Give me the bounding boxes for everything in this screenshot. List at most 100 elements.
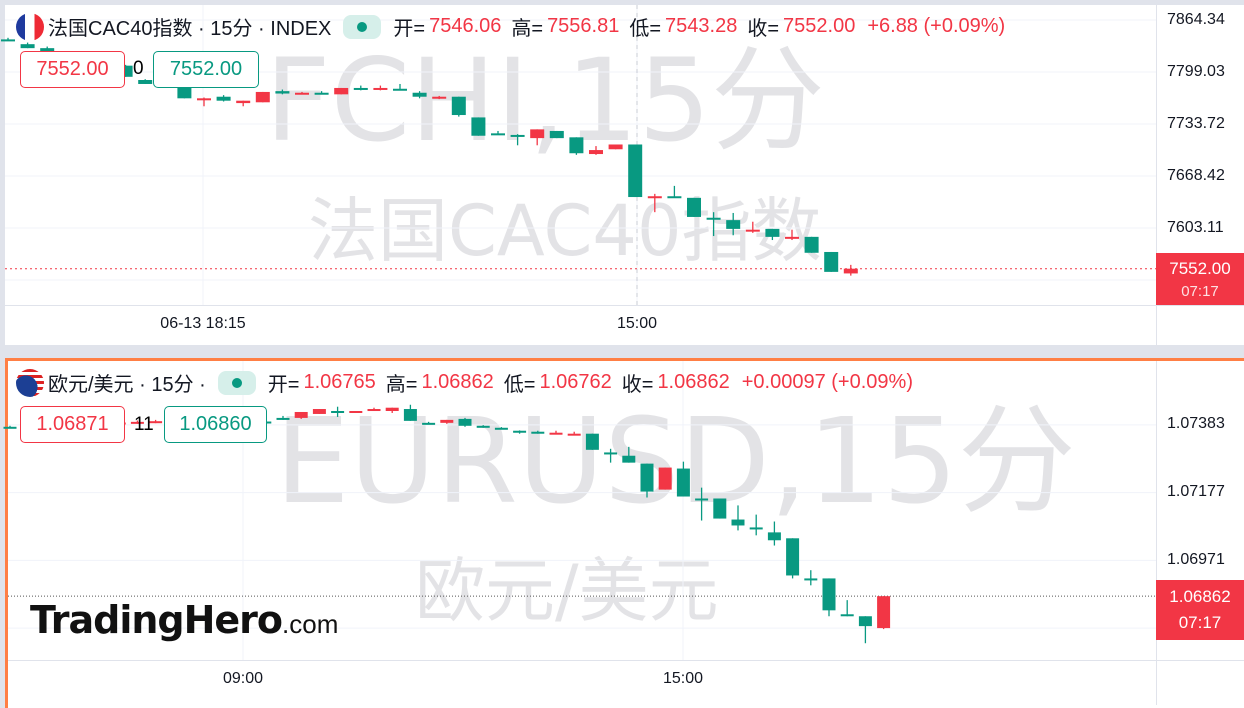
candle-body (476, 425, 490, 428)
y-tick: 7799.03 (1167, 63, 1225, 80)
change-value: +0.00097 (+0.09%) (741, 371, 913, 393)
x-tick: 15:00 (616, 315, 658, 332)
close-label: 收= (621, 374, 654, 396)
y-tick: 7668.42 (1167, 167, 1225, 184)
y-tick: 1.07383 (1167, 415, 1225, 432)
candle-body (440, 419, 454, 423)
candle-body (197, 98, 211, 101)
candle-body (695, 498, 709, 501)
candle-body (510, 134, 525, 137)
candle-body (604, 452, 618, 455)
close-value: 7552.00 (783, 15, 856, 37)
candle-body (765, 228, 780, 237)
candle-body (531, 431, 545, 434)
bottom-watermark: EURUSD,15分 (275, 392, 1076, 530)
candle-body (458, 418, 472, 426)
tradinghero-logo: TradingHero.com (30, 598, 338, 642)
close-value: 1.06862 (657, 371, 730, 393)
candle-body (840, 614, 854, 617)
candle-body (667, 196, 682, 199)
candle-body (513, 430, 527, 433)
candle-body (149, 421, 163, 424)
low-value: 1.06762 (539, 371, 612, 393)
candle-body (331, 410, 345, 413)
y-tick: 7864.34 (1167, 11, 1225, 28)
candle-body (130, 421, 144, 424)
sell-button[interactable]: 1.06871 (20, 406, 125, 443)
candle-body (585, 433, 599, 450)
candle-body (294, 411, 308, 418)
candle-body (276, 417, 290, 420)
high-value: 7556.81 (547, 15, 620, 37)
bottom-legend: 欧元/美元 · 15分 · 开= 1.06765 高= 1.06862 低= 1.06… (16, 368, 913, 397)
buy-button[interactable]: 1.06860 (164, 406, 267, 443)
candle-body (877, 596, 891, 629)
low-value: 7543.28 (665, 15, 738, 37)
high-value: 1.06862 (421, 371, 494, 393)
candle-body (353, 87, 368, 90)
top-watermark: FCHI,15分 (265, 34, 825, 167)
candle-body (177, 87, 192, 99)
low-label: 低= (503, 374, 536, 396)
candle-body (275, 91, 290, 94)
bar-countdown: 07:17 (1181, 283, 1219, 300)
candle-body (569, 137, 584, 154)
candle-body (589, 150, 603, 155)
x-tick: 09:00 (222, 670, 264, 687)
candle-body (785, 236, 799, 239)
symbol-title[interactable]: 欧元/美元 · 15分 · (48, 374, 206, 396)
eu-us-flag-icon (16, 368, 44, 397)
candle-body (804, 578, 818, 581)
candle-body (432, 96, 447, 99)
top-watermark-sub: 法国CAC40指数 (308, 190, 822, 272)
candle-body (3, 426, 17, 429)
france-flag-icon (16, 12, 44, 41)
candle-body (647, 196, 662, 199)
visibility-toggle-icon[interactable] (217, 370, 256, 395)
candle-body (1, 39, 15, 42)
candle-body (451, 96, 466, 116)
high-label: 高= (385, 374, 418, 396)
visibility-toggle-icon[interactable] (343, 14, 382, 39)
candle-body (393, 88, 407, 91)
open-value: 1.06765 (303, 371, 376, 393)
bottom-watermark-sub: 欧元/美元 (415, 550, 719, 632)
candle-body (334, 87, 349, 95)
buy-button[interactable]: 7552.00 (153, 51, 259, 88)
candle-body (40, 48, 55, 54)
candle-body (255, 91, 270, 103)
candle-body (373, 87, 388, 90)
candle-body (749, 527, 763, 530)
last-price: 7552.00 (1169, 259, 1231, 278)
last-price: 1.06862 (1169, 587, 1231, 606)
candle-body (622, 455, 636, 463)
spread-value: 11 (134, 414, 154, 435)
low-label: 低= (629, 18, 662, 40)
y-tick: 1.07177 (1167, 483, 1225, 500)
high-label: 高= (511, 18, 544, 40)
symbol-title[interactable]: 法国CAC40指数 · 15分 · INDEX (48, 18, 332, 40)
logo-suffix: .com (282, 609, 339, 639)
sell-button[interactable]: 7552.00 (20, 51, 125, 88)
candle-body (628, 144, 643, 198)
last-price-tag: 1.06862 07:17 (1156, 580, 1244, 640)
candle-body (608, 144, 623, 150)
open-value: 7546.06 (429, 15, 502, 37)
candle-body (530, 129, 545, 139)
x-tick: 15:00 (662, 670, 704, 687)
candle-body (786, 538, 800, 576)
candle-body (549, 130, 564, 139)
candle-body (138, 80, 153, 84)
candle-body (118, 65, 133, 77)
candle-body (726, 220, 741, 229)
top-legend: 法国CAC40指数 · 15分 · INDEX 开= 7546.06 高= 7556… (16, 12, 1005, 41)
candle-body (822, 578, 836, 611)
candle-body (403, 409, 417, 421)
candle-body (385, 407, 399, 411)
spread-value: 0 (133, 58, 144, 79)
candle-body (295, 92, 309, 95)
candle-body (567, 433, 581, 436)
candle-body (549, 432, 563, 435)
candle-body (494, 427, 508, 430)
candle-body (216, 96, 231, 101)
